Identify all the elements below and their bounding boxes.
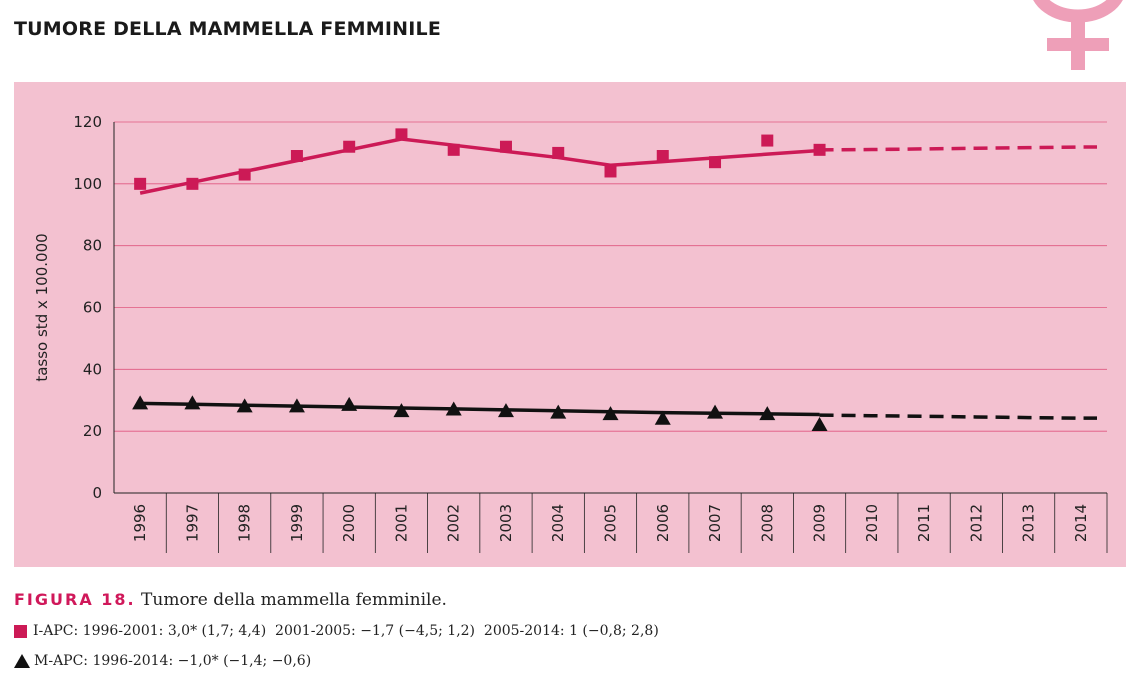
y-tick-label: 0	[92, 484, 102, 502]
legend-mortality: M-APC: 1996-2014: −1,0* (−1,4; −0,6)	[14, 653, 311, 669]
incidence-data-point	[343, 140, 356, 153]
mortality-data-point	[497, 403, 514, 418]
incidence-data-point	[552, 146, 565, 159]
x-tick-label: 2001	[392, 504, 410, 542]
x-tick-label: 2009	[811, 504, 829, 542]
female-symbol-icon	[1033, 0, 1123, 70]
y-tick-label: 60	[83, 299, 102, 317]
x-tick-label: 2004	[549, 504, 567, 542]
triangle-marker-icon	[14, 654, 30, 668]
incidence-data-point	[395, 128, 408, 141]
x-tick-label: 2014	[1072, 504, 1090, 542]
mortality-data-point	[550, 404, 567, 419]
x-tick-label: 2010	[863, 504, 881, 542]
x-tick-label: 2002	[445, 504, 463, 542]
x-tick-label: 1998	[236, 504, 254, 542]
mortality-fit-line	[140, 401, 820, 417]
x-tick-label: 1996	[131, 504, 149, 542]
y-tick-label: 80	[83, 237, 102, 255]
figure-caption-text: Tumore della mammella femminile.	[141, 590, 447, 610]
incidence-data-point	[186, 177, 199, 190]
incidence-projection-line	[819, 145, 1097, 152]
incidence-data-point	[709, 156, 722, 169]
y-tick-label: 40	[83, 360, 102, 378]
legend-mortality-text: M-APC: 1996-2014: −1,0* (−1,4; −0,6)	[34, 653, 312, 669]
incidence-data-point	[290, 150, 303, 163]
incidence-data-point	[447, 143, 460, 156]
y-axis-title: tasso std x 100.000	[33, 233, 51, 381]
y-tick-label: 20	[83, 422, 102, 440]
mortality-data-point	[654, 410, 671, 425]
y-tick-label: 120	[73, 113, 102, 131]
incidence-data-point	[604, 165, 617, 178]
figure-caption: FIGURA 18. Tumore della mammella femmini…	[14, 590, 447, 610]
x-tick-label: 2005	[602, 504, 620, 542]
incidence-data-point	[761, 134, 774, 147]
chart-panel: 0 20 40 60 80 100 120 tasso std x 100.000 1996 19…	[14, 82, 1126, 567]
x-tick-label: 2012	[967, 504, 985, 542]
mortality-data-point	[236, 398, 253, 413]
figure-label: FIGURA 18.	[14, 590, 136, 609]
mortality-data-point	[707, 404, 724, 419]
incidence-data-point	[238, 168, 251, 181]
mortality-data-point	[132, 395, 149, 410]
x-tick-label: 2008	[758, 504, 776, 542]
mortality-data-point	[602, 406, 619, 421]
incidence-data-point	[813, 143, 826, 156]
x-tick-label: 2011	[915, 504, 933, 542]
mortality-data-point	[445, 401, 462, 416]
incidence-data-point	[134, 177, 147, 190]
legend-incidence: I-APC: 1996-2001: 3,0* (1,7; 4,4) 2001-2…	[14, 623, 659, 639]
line-chart: 0 20 40 60 80 100 120 tasso std x 100.000 1996 19…	[33, 113, 1108, 553]
incidence-data-point	[656, 150, 669, 163]
x-tick-label: 1999	[288, 504, 306, 542]
mortality-data-point	[341, 396, 358, 411]
page-title: TUMORE DELLA MAMMELLA FEMMINILE	[14, 18, 441, 40]
square-marker-icon	[14, 624, 27, 638]
legend-incidence-text: I-APC: 1996-2001: 3,0* (1,7; 4,4) 2001-2…	[33, 623, 659, 639]
x-tick-label: 2007	[706, 504, 724, 542]
incidence-data-point	[499, 140, 512, 153]
mortality-data-point	[288, 398, 305, 413]
x-tick-label: 1997	[183, 504, 201, 542]
mortality-data-point	[184, 395, 201, 410]
mortality-data-point	[811, 416, 828, 431]
mortality-data-point	[393, 403, 410, 418]
y-tick-label: 100	[73, 175, 102, 193]
mortality-data-point	[759, 406, 776, 421]
x-tick-label: 2006	[654, 504, 672, 542]
x-tick-label: 2000	[340, 504, 358, 542]
incidence-fit-line	[139, 137, 820, 195]
x-tick-label: 2013	[1020, 504, 1038, 542]
mortality-projection-line	[819, 413, 1097, 420]
x-tick-label: 2003	[497, 504, 515, 542]
